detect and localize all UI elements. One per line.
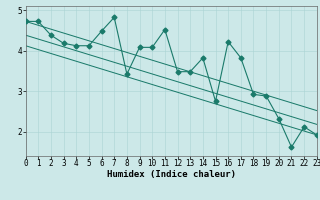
X-axis label: Humidex (Indice chaleur): Humidex (Indice chaleur) [107,170,236,179]
